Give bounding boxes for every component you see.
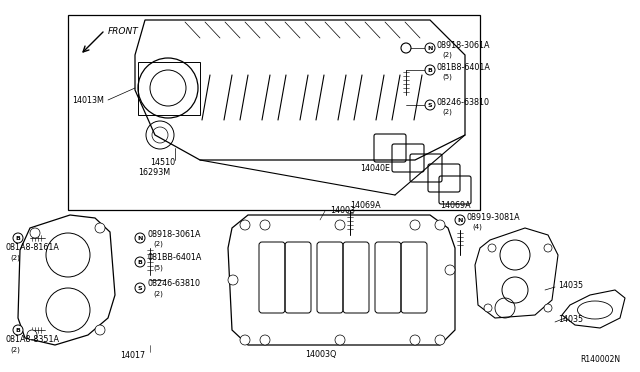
Text: B: B xyxy=(138,260,143,264)
Text: 08919-3081A: 08919-3081A xyxy=(467,212,520,221)
Circle shape xyxy=(544,304,552,312)
Text: 08918-3061A: 08918-3061A xyxy=(437,41,490,49)
Circle shape xyxy=(410,335,420,345)
Circle shape xyxy=(95,223,105,233)
Text: 14003: 14003 xyxy=(330,205,355,215)
Text: 14003Q: 14003Q xyxy=(305,350,337,359)
Text: (2): (2) xyxy=(442,109,452,115)
Circle shape xyxy=(13,325,23,335)
Text: 14017: 14017 xyxy=(120,350,145,359)
Circle shape xyxy=(135,233,145,243)
Text: B: B xyxy=(428,67,433,73)
Text: N: N xyxy=(428,45,433,51)
Text: (2): (2) xyxy=(10,347,20,353)
Text: (2): (2) xyxy=(153,241,163,247)
Circle shape xyxy=(401,43,411,53)
Circle shape xyxy=(484,304,492,312)
Text: 14013M: 14013M xyxy=(72,96,104,105)
Text: N: N xyxy=(458,218,463,222)
Text: B: B xyxy=(15,327,20,333)
Text: 081BB-6401A: 081BB-6401A xyxy=(148,253,202,263)
Text: 14069A: 14069A xyxy=(350,201,381,209)
Text: B: B xyxy=(15,235,20,241)
Text: (4): (4) xyxy=(472,224,482,230)
Circle shape xyxy=(435,335,445,345)
Text: 08246-63810: 08246-63810 xyxy=(148,279,201,289)
Circle shape xyxy=(135,257,145,267)
Circle shape xyxy=(240,335,250,345)
Circle shape xyxy=(95,325,105,335)
Circle shape xyxy=(455,215,465,225)
Text: (5): (5) xyxy=(442,74,452,80)
Circle shape xyxy=(335,220,345,230)
Text: 14035: 14035 xyxy=(558,315,583,324)
Circle shape xyxy=(488,244,496,252)
Text: 14069A: 14069A xyxy=(440,201,470,209)
Text: 08246-63810: 08246-63810 xyxy=(437,97,490,106)
Text: (2): (2) xyxy=(10,255,20,261)
Text: 081A8-8161A: 081A8-8161A xyxy=(5,244,59,253)
Text: 081A8-8351A: 081A8-8351A xyxy=(5,336,59,344)
Text: N: N xyxy=(138,235,143,241)
Bar xyxy=(68,15,480,210)
Circle shape xyxy=(228,275,238,285)
Text: 081B8-6401A: 081B8-6401A xyxy=(437,62,491,71)
Circle shape xyxy=(260,335,270,345)
Text: FRONT: FRONT xyxy=(108,27,139,36)
Circle shape xyxy=(240,220,250,230)
Circle shape xyxy=(27,330,37,340)
Circle shape xyxy=(335,335,345,345)
Text: 14510: 14510 xyxy=(150,157,175,167)
Circle shape xyxy=(260,220,270,230)
Circle shape xyxy=(30,228,40,238)
Circle shape xyxy=(13,233,23,243)
Circle shape xyxy=(425,100,435,110)
Circle shape xyxy=(410,220,420,230)
Text: S: S xyxy=(138,285,142,291)
Text: 16293M: 16293M xyxy=(138,167,170,176)
Text: S: S xyxy=(428,103,432,108)
Text: (2): (2) xyxy=(153,291,163,297)
Circle shape xyxy=(435,220,445,230)
Text: (5): (5) xyxy=(153,265,163,271)
Circle shape xyxy=(425,43,435,53)
Text: 14040E: 14040E xyxy=(360,164,390,173)
Circle shape xyxy=(544,244,552,252)
Text: 14035: 14035 xyxy=(558,280,583,289)
Text: (2): (2) xyxy=(442,52,452,58)
Text: 08918-3061A: 08918-3061A xyxy=(148,230,202,238)
Circle shape xyxy=(425,65,435,75)
Circle shape xyxy=(135,283,145,293)
Text: R140002N: R140002N xyxy=(580,356,620,365)
Circle shape xyxy=(445,265,455,275)
